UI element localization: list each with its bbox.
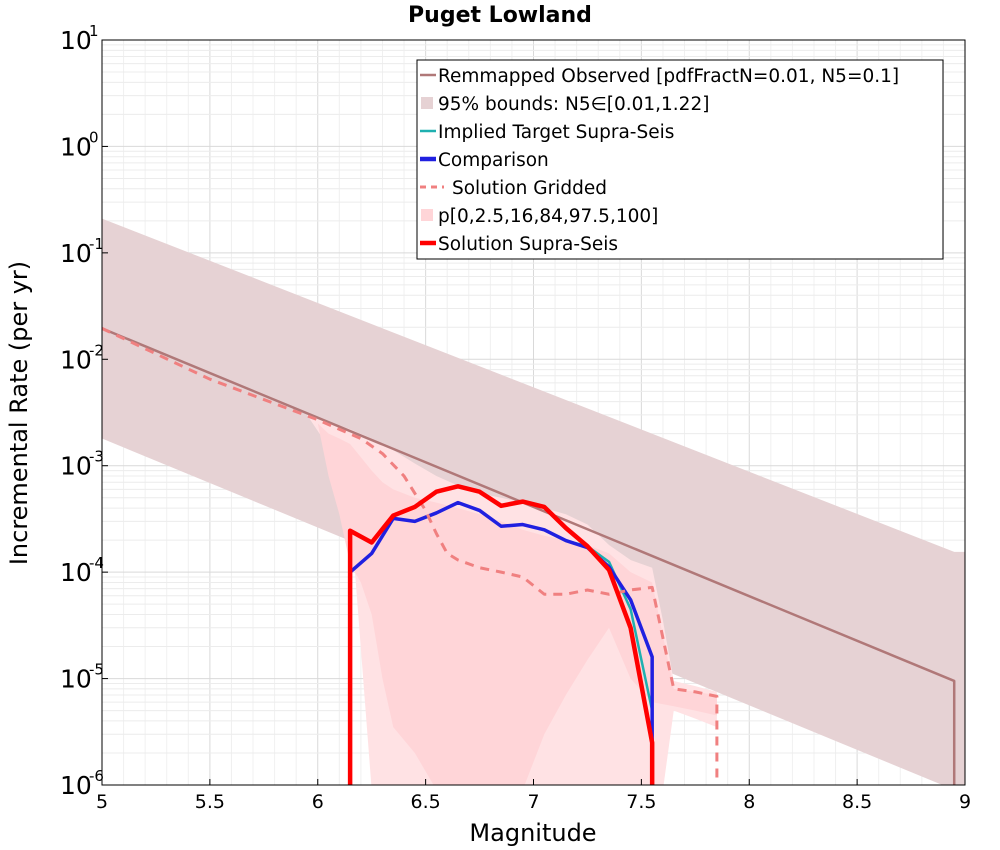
- chart-title: Puget Lowland: [408, 3, 592, 28]
- series-comparison-line: [348, 500, 654, 785]
- legend-box: [416, 59, 944, 260]
- x-tick-label: 8.5: [842, 791, 872, 813]
- y-tick-label: 10: [60, 345, 92, 374]
- y-tick-exponent: -4: [89, 554, 104, 572]
- y-tick-label: 10: [60, 26, 92, 55]
- series-observed-line: [102, 327, 956, 785]
- y-tick-exponent: -3: [89, 448, 104, 466]
- y-tick-label: 10: [60, 239, 92, 268]
- y-tick-exponent: -5: [89, 661, 104, 679]
- y-tick-exponent: -1: [89, 235, 104, 253]
- legend: Remmapped Observed [pdfFractN=0.01, N5=0…: [416, 59, 944, 260]
- y-axis-label: Incremental Rate (per yr): [5, 261, 33, 565]
- legend-label: Comparison: [438, 150, 549, 171]
- legend-swatch-patch: [421, 209, 433, 221]
- percentile-band-inner: [317, 423, 717, 785]
- legend-swatch-patch: [421, 97, 433, 109]
- y-tick-label: 10: [60, 771, 92, 800]
- series-solution-line: [347, 484, 655, 785]
- legend-label: Implied Target Supra-Seis: [438, 122, 674, 143]
- series-gridded-line: [102, 327, 719, 785]
- y-tick-label: 10: [60, 665, 92, 694]
- legend-label: Remmapped Observed [pdfFractN=0.01, N5=0…: [438, 66, 899, 87]
- y-tick-label: 10: [60, 132, 92, 161]
- legend-label: p[0,2.5,16,84,97.5,100]: [438, 206, 658, 227]
- legend-label: Solution Supra-Seis: [438, 234, 618, 255]
- x-tick-label: 7.5: [626, 791, 656, 813]
- series-lines: [102, 327, 956, 785]
- legend-label: Solution Gridded: [452, 178, 607, 199]
- x-tick-label: 6: [312, 791, 324, 813]
- y-tick-exponent: -2: [89, 341, 104, 359]
- x-tick-label: 7: [527, 791, 539, 813]
- y-tick-exponent: -6: [89, 767, 104, 785]
- x-tick-label: 9: [959, 791, 971, 813]
- x-tick-label: 5.5: [195, 791, 225, 813]
- y-tick-exponent: 0: [89, 128, 99, 146]
- legend-label: 95% bounds: N5∈[0.01,1.22]: [438, 94, 709, 115]
- bounds-95-band: [102, 218, 965, 785]
- x-tick-label: 6.5: [411, 791, 441, 813]
- y-tick-label: 10: [60, 452, 92, 481]
- y-tick-label: 10: [60, 558, 92, 587]
- x-axis-ticks: 5 5.5 6 6.5 7 7.5 8 8.5 9: [96, 779, 971, 813]
- x-tick-label: 5: [96, 791, 108, 813]
- x-tick-label: 8: [743, 791, 755, 813]
- y-tick-exponent: 1: [89, 22, 99, 40]
- x-axis-label: Magnitude: [469, 819, 596, 847]
